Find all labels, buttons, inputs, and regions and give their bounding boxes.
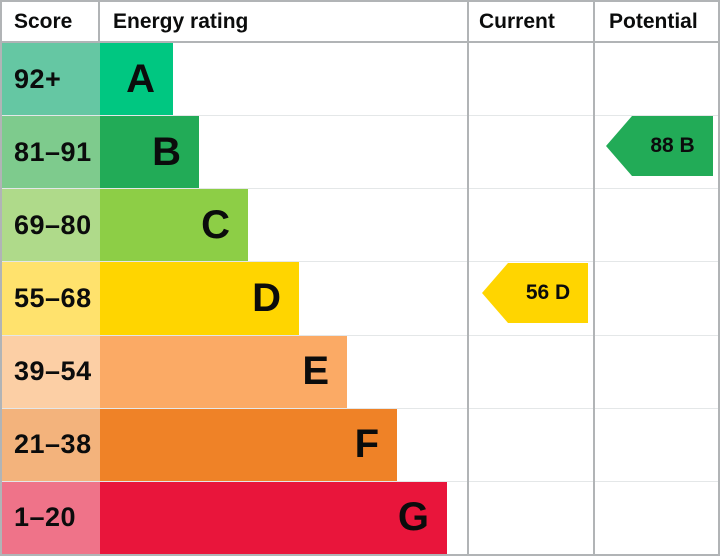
score-range-e: 39–54 xyxy=(2,335,100,408)
chart-header: Score Energy rating Current Potential xyxy=(2,2,718,43)
potential-rating-arrow: 88 B xyxy=(606,116,713,176)
header-potential: Potential xyxy=(609,10,698,33)
band-row-d: 55–68 D xyxy=(2,262,718,336)
band-row-c: 69–80 C xyxy=(2,189,718,263)
current-rating-value: 56 D xyxy=(525,281,571,304)
score-range-f: 21–38 xyxy=(2,408,100,481)
header-energy-rating: Energy rating xyxy=(113,10,249,33)
score-range-d: 55–68 xyxy=(2,262,100,335)
band-rows: 92+ A 81–91 B 69–80 C 55–68 D 39–54 E 21… xyxy=(2,43,718,554)
current-rating-arrow: 56 D xyxy=(482,263,588,323)
band-bar-g: G xyxy=(100,481,447,554)
header-current: Current xyxy=(479,10,555,33)
band-bar-f: F xyxy=(100,408,397,481)
header-score: Score xyxy=(14,10,73,33)
band-bar-a: A xyxy=(100,43,173,116)
score-range-c: 69–80 xyxy=(2,189,100,262)
band-bar-e: E xyxy=(100,335,347,408)
score-range-g: 1–20 xyxy=(2,481,100,554)
band-bar-c: C xyxy=(100,189,248,262)
score-range-a: 92+ xyxy=(2,43,100,116)
band-row-a: 92+ A xyxy=(2,43,718,117)
band-bar-d: D xyxy=(100,262,299,335)
potential-rating-value: 88 B xyxy=(650,134,695,157)
band-row-e: 39–54 E xyxy=(2,335,718,409)
band-row-f: 21–38 F xyxy=(2,408,718,482)
band-row-g: 1–20 G xyxy=(2,481,718,554)
score-column-divider xyxy=(98,2,100,43)
band-bar-b: B xyxy=(100,116,199,189)
band-row-b: 81–91 B xyxy=(2,116,718,190)
score-range-b: 81–91 xyxy=(2,116,100,189)
current-column-divider xyxy=(467,2,469,554)
potential-column-divider xyxy=(593,2,595,554)
